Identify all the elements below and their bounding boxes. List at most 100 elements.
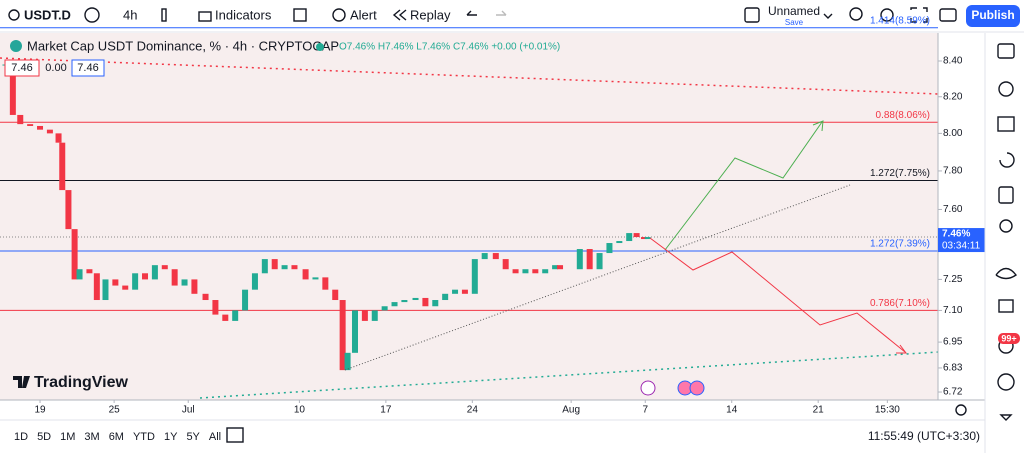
- candle: [161, 265, 168, 270]
- date-range-icon[interactable]: [226, 427, 244, 443]
- templates-icon[interactable]: [293, 8, 307, 22]
- watchlist[interactable]: [997, 43, 1015, 59]
- countdown: 03:34:11: [942, 241, 981, 252]
- clock[interactable]: 11:55:49 (UTC+3:30): [868, 429, 980, 443]
- candle: [27, 124, 34, 126]
- layout-name[interactable]: Unnamed: [768, 4, 820, 18]
- help[interactable]: [997, 373, 1015, 391]
- bullish-path: [664, 121, 823, 251]
- alert-icon[interactable]: [332, 8, 346, 22]
- range-button[interactable]: 5D: [37, 431, 51, 443]
- y-tick-label: 8.00: [943, 128, 963, 139]
- snapshot[interactable]: [939, 8, 957, 22]
- compare-icon[interactable]: [84, 7, 100, 23]
- calendar[interactable]: [998, 186, 1014, 204]
- layout-checkbox[interactable]: [744, 7, 760, 23]
- price-box[interactable]: [4, 59, 40, 77]
- candle: [442, 293, 449, 301]
- candle: [171, 269, 178, 286]
- publish-button[interactable]: [966, 5, 1020, 27]
- redo-icon[interactable]: [496, 10, 507, 16]
- quick-search[interactable]: [849, 7, 863, 21]
- more[interactable]: [999, 414, 1013, 421]
- replay[interactable]: Replay: [410, 7, 451, 22]
- candle: [142, 273, 149, 280]
- candle: [471, 259, 478, 294]
- search-icon[interactable]: [8, 9, 20, 21]
- x-tick-label: 7: [642, 405, 648, 416]
- sell-price[interactable]: 7.46: [11, 62, 32, 74]
- candle: [351, 310, 358, 353]
- candle: [557, 265, 564, 270]
- candle: [322, 277, 329, 290]
- price-box[interactable]: [71, 59, 105, 77]
- fib-level-label: 0.786(7.10%): [870, 298, 930, 309]
- x-tick-label: 10: [294, 405, 306, 416]
- ideas[interactable]: [999, 219, 1013, 233]
- candle: [271, 259, 278, 270]
- bearish-path: [649, 237, 906, 353]
- candle: [65, 190, 72, 230]
- y-tick-label: 7.80: [943, 166, 963, 177]
- save-label[interactable]: Save: [785, 18, 804, 27]
- fib-level-label: 0.88(8.06%): [876, 110, 930, 121]
- candle: [122, 285, 129, 290]
- hotlist[interactable]: [999, 152, 1015, 168]
- candle: [312, 277, 319, 280]
- undo-icon[interactable]: [466, 10, 477, 16]
- candle: [46, 129, 53, 134]
- candle: [302, 269, 309, 280]
- publish-label[interactable]: Publish: [971, 8, 1014, 22]
- x-tick-label: Jul: [182, 405, 195, 416]
- settings[interactable]: [880, 8, 894, 22]
- y-tick-label: 6.95: [943, 337, 963, 348]
- indicators[interactable]: Indicators: [215, 7, 272, 22]
- range-button[interactable]: 5Y: [186, 431, 200, 443]
- range-button[interactable]: All: [209, 431, 221, 443]
- axes: 8.40 8.20 8.00 7.80 7.60 7.25 7.10 6.95 6.83 6.72…: [34, 56, 985, 416]
- y-tick-label: 6.83: [943, 363, 963, 374]
- range-button[interactable]: 1D: [14, 431, 28, 443]
- candle: [361, 310, 368, 321]
- plot: 1.414(8.59%) 0.88(8.06%) 1.272(7.75%) 1.272…: [0, 15, 938, 371]
- candle: [17, 114, 24, 125]
- x-tick-label: 17: [380, 405, 392, 416]
- layout-menu[interactable]: [823, 13, 833, 19]
- resistance-trend: [0, 57, 939, 95]
- chart-type-icon[interactable]: [161, 8, 167, 22]
- candle: [191, 279, 198, 294]
- symbol[interactable]: USDT.D: [24, 7, 71, 22]
- news[interactable]: [997, 116, 1015, 132]
- plot-area: [0, 33, 938, 400]
- candle: [401, 300, 408, 303]
- fib-level-label: 1.272(7.39%): [870, 239, 930, 250]
- replay-icon[interactable]: [392, 9, 407, 21]
- candle: [55, 133, 62, 143]
- interval[interactable]: 4h: [123, 7, 137, 22]
- alerts[interactable]: [998, 81, 1014, 97]
- alert[interactable]: Alert: [350, 7, 377, 22]
- indicators-icon[interactable]: [198, 11, 212, 22]
- candle: [222, 314, 229, 321]
- range-button[interactable]: 1M: [60, 431, 75, 443]
- buy-price[interactable]: 7.46: [77, 62, 98, 74]
- event-icon[interactable]: [689, 380, 705, 396]
- range-button[interactable]: 1Y: [164, 431, 178, 443]
- candle: [542, 269, 549, 274]
- range-button[interactable]: 6M: [109, 431, 124, 443]
- streams[interactable]: [998, 299, 1014, 313]
- fib-level-label: 1.414(8.59%): [870, 15, 930, 26]
- candle: [232, 310, 239, 321]
- fullscreen[interactable]: [910, 7, 928, 23]
- chats[interactable]: [995, 267, 1018, 280]
- candle: [59, 142, 66, 191]
- candle: [181, 279, 188, 286]
- candle: [576, 249, 583, 270]
- candle: [452, 289, 459, 294]
- axis-settings[interactable]: [955, 404, 967, 416]
- top-toolbar: USDT.D 4h Indicators Alert Replay Unname…: [0, 4, 1024, 33]
- range-button[interactable]: YTD: [133, 431, 155, 443]
- candle: [251, 273, 258, 290]
- event-icon[interactable]: [640, 380, 656, 396]
- range-button[interactable]: 3M: [84, 431, 99, 443]
